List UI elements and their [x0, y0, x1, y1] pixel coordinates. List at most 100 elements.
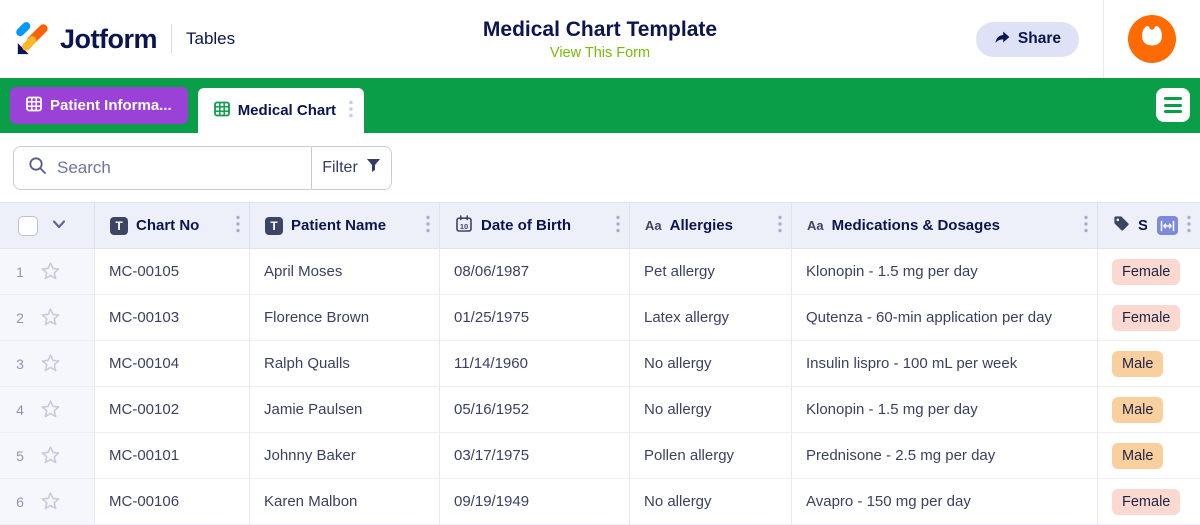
- funnel-icon: [366, 158, 381, 178]
- cell-allergies[interactable]: Latex allergy: [630, 295, 792, 341]
- filter-button[interactable]: Filter: [311, 146, 391, 189]
- column-resize-button[interactable]: [1157, 216, 1178, 235]
- cell-sex[interactable]: Male: [1098, 387, 1200, 433]
- top-header: Jotform Tables Medical Chart Template Vi…: [0, 0, 1200, 78]
- view-this-form-link[interactable]: View This Form: [549, 44, 651, 61]
- column-kebab-icon[interactable]: [1186, 214, 1192, 238]
- cell-allergies[interactable]: No allergy: [630, 341, 792, 387]
- sex-badge: Female: [1112, 304, 1181, 331]
- sex-badge: Male: [1112, 350, 1164, 377]
- cell-chart-no[interactable]: MC-00104: [95, 341, 250, 387]
- cell-patient-name[interactable]: Florence Brown: [250, 295, 440, 341]
- table-grid-icon: [213, 101, 230, 121]
- cell-date-of-birth[interactable]: 09/19/1949: [440, 479, 630, 525]
- records-table: T Chart No T Patient Name: [0, 202, 1200, 525]
- cell-medications[interactable]: Prednisone - 2.5 mg per day: [792, 433, 1098, 479]
- short-text-icon: Aa: [807, 218, 824, 233]
- row-select-cell: 1: [0, 249, 95, 295]
- cell-date-of-birth[interactable]: 05/16/1952: [440, 387, 630, 433]
- column-header-allergies[interactable]: Aa Allergies: [630, 203, 792, 248]
- tabs-menu-button[interactable]: [1156, 88, 1190, 122]
- search-toolbar: Filter: [0, 133, 1200, 202]
- column-label: Chart No: [136, 217, 200, 234]
- cell-chart-no[interactable]: MC-00106: [95, 479, 250, 525]
- user-avatar[interactable]: [1128, 15, 1176, 63]
- cell-chart-no[interactable]: MC-00101: [95, 433, 250, 479]
- cell-medications[interactable]: Insulin lispro - 100 mL per week: [792, 341, 1098, 387]
- column-kebab-icon[interactable]: [235, 214, 241, 238]
- star-icon[interactable]: [40, 353, 61, 374]
- table-row: 1 MC-00105 April Moses 08/06/1987 Pet al…: [0, 249, 1200, 295]
- cell-date-of-birth[interactable]: 03/17/1975: [440, 433, 630, 479]
- product-name: Tables: [186, 29, 236, 48]
- podo-mascot-icon: [1136, 21, 1168, 58]
- header-right-divider: [1103, 0, 1104, 78]
- cell-allergies[interactable]: No allergy: [630, 387, 792, 433]
- column-kebab-icon[interactable]: [777, 214, 783, 238]
- sex-badge: Female: [1112, 258, 1181, 285]
- cell-sex[interactable]: Male: [1098, 341, 1200, 387]
- row-select-cell: 2: [0, 295, 95, 341]
- share-button[interactable]: Share: [975, 21, 1079, 57]
- text-field-icon: T: [265, 216, 283, 235]
- row-number: 6: [16, 493, 24, 510]
- cell-sex[interactable]: Male: [1098, 433, 1200, 479]
- cell-allergies[interactable]: Pet allergy: [630, 249, 792, 295]
- row-select-cell: 4: [0, 387, 95, 433]
- column-kebab-icon[interactable]: [615, 214, 621, 238]
- search-input[interactable]: [57, 157, 311, 178]
- cell-date-of-birth[interactable]: 01/25/1975: [440, 295, 630, 341]
- filter-button-label: Filter: [322, 158, 358, 176]
- column-header-sex[interactable]: S..: [1098, 203, 1200, 248]
- cell-patient-name[interactable]: Karen Malbon: [250, 479, 440, 525]
- tab-patient-information[interactable]: Patient Informa...: [10, 87, 188, 124]
- star-icon[interactable]: [40, 491, 61, 512]
- cell-chart-no[interactable]: MC-00102: [95, 387, 250, 433]
- row-number: 1: [16, 263, 24, 280]
- cell-medications[interactable]: Avapro - 150 mg per day: [792, 479, 1098, 525]
- cell-patient-name[interactable]: April Moses: [250, 249, 440, 295]
- select-all-cell: [0, 203, 95, 248]
- cell-chart-no[interactable]: MC-00103: [95, 295, 250, 341]
- cell-allergies[interactable]: Pollen allergy: [630, 433, 792, 479]
- cell-patient-name[interactable]: Johnny Baker: [250, 433, 440, 479]
- column-kebab-icon[interactable]: [1083, 214, 1089, 238]
- cell-sex[interactable]: Female: [1098, 295, 1200, 341]
- tab-options-kebab-icon[interactable]: [348, 99, 354, 123]
- cell-chart-no[interactable]: MC-00105: [95, 249, 250, 295]
- cell-medications[interactable]: Qutenza - 60-min application per day: [792, 295, 1098, 341]
- table-row: 3 MC-00104 Ralph Qualls 11/14/1960 No al…: [0, 341, 1200, 387]
- cell-date-of-birth[interactable]: 11/14/1960: [440, 341, 630, 387]
- tab-label: Patient Informa...: [50, 97, 172, 114]
- header-right: Share: [975, 0, 1200, 78]
- tab-medical-chart[interactable]: Medical Chart: [197, 88, 365, 133]
- star-icon[interactable]: [40, 307, 61, 328]
- table-row: 6 MC-00106 Karen Malbon 09/19/1949 No al…: [0, 479, 1200, 525]
- cell-allergies[interactable]: No allergy: [630, 479, 792, 525]
- cell-medications[interactable]: Klonopin - 1.5 mg per day: [792, 387, 1098, 433]
- row-number: 4: [16, 401, 24, 418]
- table-header-row: T Chart No T Patient Name: [0, 203, 1200, 249]
- column-header-chart-no[interactable]: T Chart No: [95, 203, 250, 248]
- cell-patient-name[interactable]: Jamie Paulsen: [250, 387, 440, 433]
- select-all-checkbox[interactable]: [18, 215, 38, 236]
- star-icon[interactable]: [40, 399, 61, 420]
- cell-medications[interactable]: Klonopin - 1.5 mg per day: [792, 249, 1098, 295]
- cell-sex[interactable]: Female: [1098, 249, 1200, 295]
- sex-badge: Female: [1112, 488, 1181, 515]
- column-kebab-icon[interactable]: [425, 214, 431, 238]
- column-header-patient-name[interactable]: T Patient Name: [250, 203, 440, 248]
- column-header-medications[interactable]: Aa Medications & Dosages: [792, 203, 1098, 248]
- table-row: 4 MC-00102 Jamie Paulsen 05/16/1952 No a…: [0, 387, 1200, 433]
- star-icon[interactable]: [40, 445, 61, 466]
- cell-sex[interactable]: Female: [1098, 479, 1200, 525]
- column-header-date-of-birth[interactable]: 10 Date of Birth: [440, 203, 630, 248]
- table-row: 5 MC-00101 Johnny Baker 03/17/1975 Polle…: [0, 433, 1200, 479]
- star-icon[interactable]: [40, 261, 61, 282]
- table-grid-icon: [26, 96, 42, 116]
- svg-text:10: 10: [460, 221, 468, 230]
- chevron-down-icon[interactable]: [52, 217, 66, 234]
- jotform-logo[interactable]: Jotform: [14, 18, 158, 61]
- cell-patient-name[interactable]: Ralph Qualls: [250, 341, 440, 387]
- cell-date-of-birth[interactable]: 08/06/1987: [440, 249, 630, 295]
